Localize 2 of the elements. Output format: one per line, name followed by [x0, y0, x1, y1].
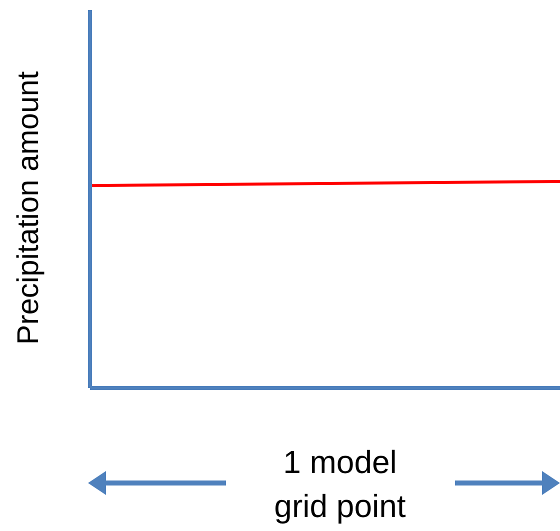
x-axis-title: 1 model grid point: [274, 443, 406, 526]
y-axis-title: Precipitation amount: [12, 71, 46, 345]
